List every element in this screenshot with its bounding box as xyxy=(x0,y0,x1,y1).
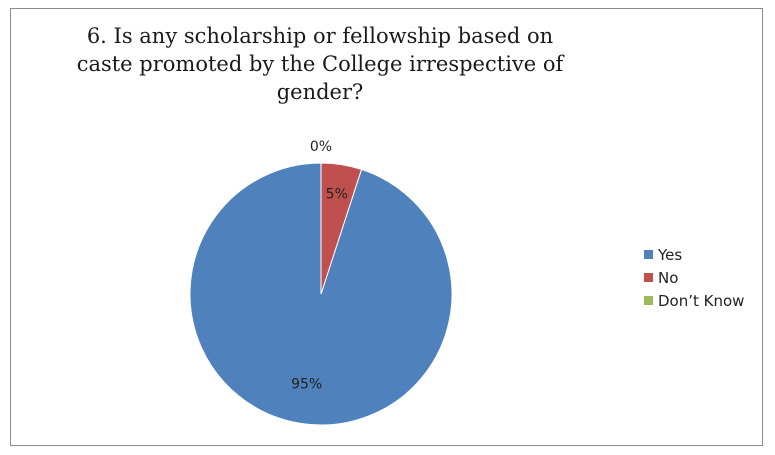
legend-label-yes: Yes xyxy=(658,245,683,264)
chart-title: 6. Is any scholarship or fellowship base… xyxy=(76,24,564,104)
legend-item-no: No xyxy=(644,267,744,288)
data-label-dont-know: 0% xyxy=(310,139,332,155)
data-label-no: 5% xyxy=(326,186,348,202)
legend-item-yes: Yes xyxy=(644,244,744,265)
legend-item-dont-know: Don’t Know xyxy=(644,290,744,311)
legend-swatch-yes xyxy=(644,250,653,259)
legend-swatch-no xyxy=(644,273,653,282)
legend-swatch-dont-know xyxy=(644,296,653,305)
data-label-yes: 95% xyxy=(291,377,322,393)
chart-legend: Yes No Don’t Know xyxy=(644,244,744,313)
legend-label-dont-know: Don’t Know xyxy=(658,291,745,310)
slice-no xyxy=(320,162,363,295)
legend-label-no: No xyxy=(658,268,679,287)
